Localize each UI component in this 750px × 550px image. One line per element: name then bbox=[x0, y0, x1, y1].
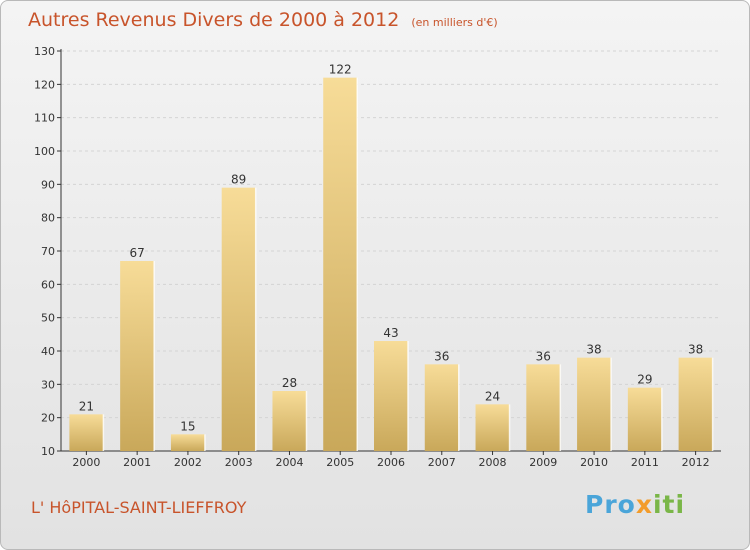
x-tick-label: 2003 bbox=[225, 456, 253, 469]
bar bbox=[120, 261, 155, 451]
bar bbox=[678, 357, 713, 451]
y-tick-label: 110 bbox=[34, 112, 55, 125]
data-label: 15 bbox=[180, 419, 195, 433]
y-tick-label: 40 bbox=[41, 345, 55, 358]
proxiti-logo: Proxiti bbox=[585, 490, 685, 519]
x-tick-label: 2011 bbox=[631, 456, 659, 469]
data-label: 36 bbox=[536, 349, 551, 363]
bar bbox=[424, 364, 459, 451]
y-tick-label: 80 bbox=[41, 212, 55, 225]
bar bbox=[272, 391, 307, 451]
y-tick-label: 130 bbox=[34, 45, 55, 58]
y-tick-label: 90 bbox=[41, 178, 55, 191]
x-tick-label: 2005 bbox=[326, 456, 354, 469]
data-label: 122 bbox=[329, 63, 352, 77]
data-label: 36 bbox=[434, 349, 449, 363]
chart-title: Autres Revenus Divers de 2000 à 2012 (en… bbox=[28, 9, 498, 31]
y-tick-label: 60 bbox=[41, 278, 55, 291]
bar bbox=[526, 364, 561, 451]
x-tick-label: 2009 bbox=[529, 456, 557, 469]
y-tick-label: 10 bbox=[41, 445, 55, 458]
bar bbox=[577, 357, 612, 451]
data-label: 89 bbox=[231, 173, 246, 187]
y-tick-label: 20 bbox=[41, 412, 55, 425]
bar bbox=[374, 341, 408, 451]
x-tick-label: 2002 bbox=[174, 456, 202, 469]
y-tick-label: 100 bbox=[34, 145, 55, 158]
y-tick-label: 70 bbox=[41, 245, 55, 258]
data-label: 67 bbox=[130, 246, 145, 260]
y-tick-label: 30 bbox=[41, 378, 55, 391]
bar bbox=[221, 187, 256, 451]
data-label: 24 bbox=[485, 389, 500, 403]
logo-part-3: iti bbox=[652, 490, 686, 519]
x-tick-label: 2000 bbox=[72, 456, 100, 469]
bar bbox=[627, 387, 662, 451]
bar bbox=[170, 434, 205, 451]
x-tick-label: 2008 bbox=[479, 456, 507, 469]
data-label: 43 bbox=[383, 326, 398, 340]
chart-unit: (en milliers d'€) bbox=[411, 16, 498, 29]
x-tick-label: 2012 bbox=[682, 456, 710, 469]
bar bbox=[69, 414, 104, 451]
bar bbox=[475, 404, 510, 451]
data-label: 29 bbox=[637, 373, 652, 387]
bar bbox=[323, 77, 358, 452]
commune-name: L' HôPITAL-SAINT-LIEFFROY bbox=[31, 498, 247, 517]
x-tick-label: 2004 bbox=[275, 456, 303, 469]
data-label: 28 bbox=[282, 376, 297, 390]
x-tick-label: 2007 bbox=[428, 456, 456, 469]
data-label: 21 bbox=[79, 399, 94, 413]
y-tick-label: 50 bbox=[41, 312, 55, 325]
data-label: 38 bbox=[688, 343, 703, 357]
logo-part-2: x bbox=[635, 490, 653, 519]
x-tick-label: 2006 bbox=[377, 456, 405, 469]
x-tick-label: 2010 bbox=[580, 456, 608, 469]
chart-title-text: Autres Revenus Divers de 2000 à 2012 bbox=[28, 9, 400, 31]
y-tick-label: 120 bbox=[34, 78, 55, 91]
x-tick-label: 2001 bbox=[123, 456, 151, 469]
data-label: 38 bbox=[586, 343, 601, 357]
logo-part-1: Pro bbox=[585, 490, 636, 519]
